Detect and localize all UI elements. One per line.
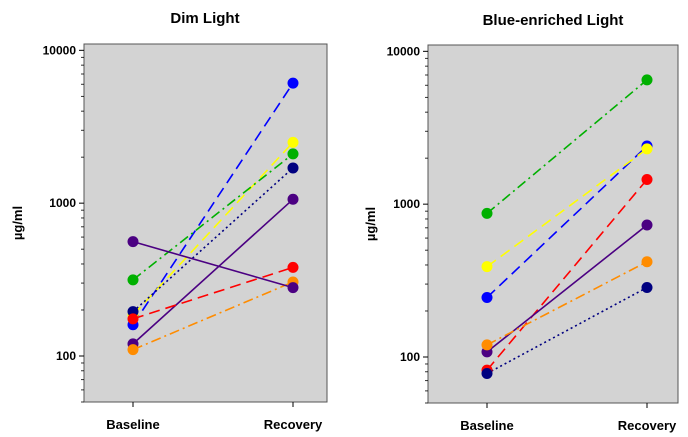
series-line-navy <box>486 286 648 375</box>
series-line-purple <box>132 198 294 345</box>
data-point-purple <box>287 193 299 205</box>
series-line-orange <box>132 281 294 351</box>
data-point-orange <box>481 339 493 351</box>
chart-dim-light: Dim Light µg/ml 100 1000 10000 Baseline Recove… <box>10 10 328 432</box>
data-point-red <box>287 261 299 273</box>
x-tick-label: Baseline <box>460 418 513 433</box>
data-point-navy <box>641 281 653 293</box>
y-axis-label: µg/ml <box>363 207 378 241</box>
chart-blue-enriched-light: Blue-enriched Light µg/ml 100 1000 10000 Base… <box>363 12 679 433</box>
data-point-orange <box>127 344 139 356</box>
y-tick-label: 100 <box>400 350 420 364</box>
data-point-yellow <box>481 261 493 273</box>
x-tick-label: Recovery <box>264 417 323 432</box>
y-tick-label: 1000 <box>393 197 420 211</box>
data-point-yellow <box>641 143 653 155</box>
data-point-red <box>127 313 139 325</box>
series-line-red <box>132 266 294 320</box>
data-point-navy <box>287 162 299 174</box>
data-point-green <box>641 74 653 86</box>
y-tick-label: 1000 <box>49 196 76 210</box>
data-point-navy <box>481 367 493 379</box>
series-line-yellow <box>132 141 294 316</box>
series-line-green <box>486 79 648 215</box>
data-point-blue <box>287 77 299 89</box>
series-line-purple <box>486 224 648 353</box>
chart-title: Dim Light <box>170 10 239 27</box>
plot-area <box>83 43 328 403</box>
series-line-blue <box>132 82 294 326</box>
y-axis-label: µg/ml <box>10 206 25 240</box>
y-tick-label: 100 <box>56 349 76 363</box>
data-point-blue <box>481 292 493 304</box>
data-point-yellow <box>287 136 299 148</box>
data-point-green <box>127 274 139 286</box>
data-point-purple <box>641 219 653 231</box>
y-tick-label: 10000 <box>387 44 421 58</box>
data-point-green <box>287 148 299 160</box>
series-line-purple-2 <box>132 240 294 289</box>
data-point-red <box>641 173 653 185</box>
plot-area <box>427 44 679 404</box>
series-line-green <box>132 153 294 281</box>
y-tick-label: 10000 <box>43 43 77 57</box>
series-line-blue <box>486 145 648 299</box>
x-tick-label: Baseline <box>106 417 159 432</box>
x-tick-label: Recovery <box>618 418 677 433</box>
series-line-red <box>486 178 648 371</box>
data-point-purple-2 <box>127 236 139 248</box>
data-point-orange <box>641 256 653 268</box>
data-point-purple-2 <box>287 282 299 294</box>
data-point-green <box>481 207 493 219</box>
chart-title: Blue-enriched Light <box>483 12 624 29</box>
series-line-navy <box>132 167 294 313</box>
